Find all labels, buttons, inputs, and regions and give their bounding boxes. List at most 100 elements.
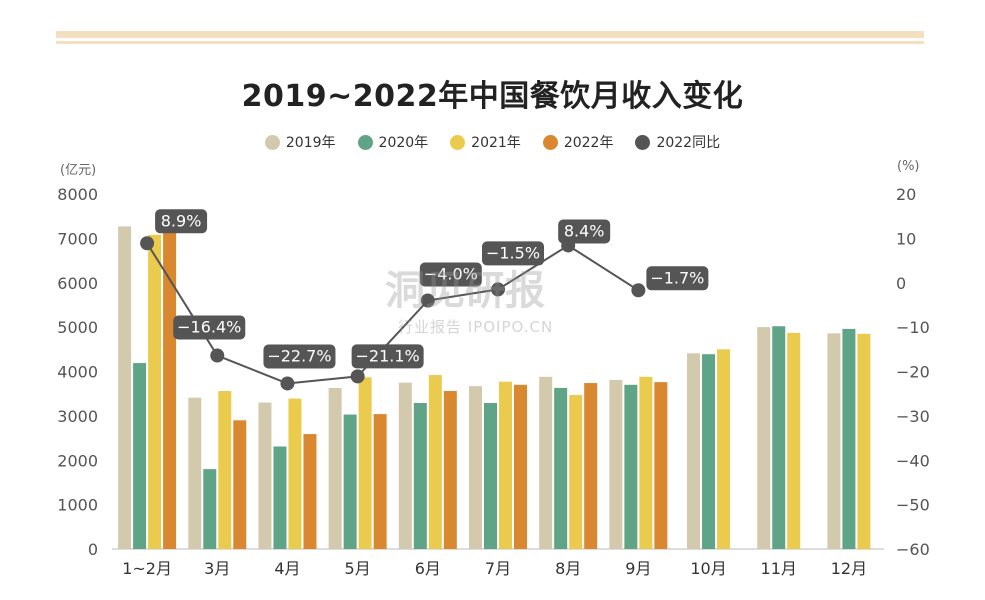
yoy-label-box <box>419 262 482 287</box>
bar-2022 <box>373 414 387 549</box>
bar-2019 <box>687 353 701 549</box>
left-axis-unit: (亿元) <box>60 163 97 178</box>
yoy-point <box>420 293 435 308</box>
bar-2021 <box>639 376 653 549</box>
bar-2021 <box>717 349 731 549</box>
yoy-data-label: −1.7% <box>650 268 704 287</box>
bar-2019 <box>258 402 272 549</box>
y-right-tick-label: 10 <box>896 229 916 248</box>
x-tick-label: 1~2月 <box>122 559 172 578</box>
bar-2020 <box>702 354 716 549</box>
x-tick-label: 7月 <box>485 559 511 578</box>
legend-label-2021: 2021年 <box>471 135 521 151</box>
bar-2021 <box>148 234 162 549</box>
legend-label-2022: 2022年 <box>563 135 614 151</box>
x-tick-label: 11月 <box>761 559 797 578</box>
yoy-point <box>631 283 646 298</box>
decor-band-top <box>56 31 924 38</box>
bar-2022 <box>443 391 457 549</box>
yoy-data-label: −4.0% <box>424 265 478 284</box>
y-right-tick-label: −30 <box>896 407 930 426</box>
x-tick-label: 12月 <box>831 559 867 578</box>
y-left-tick-label: 8000 <box>57 185 98 204</box>
x-tick-label: 3月 <box>204 559 230 578</box>
yoy-point <box>140 236 155 251</box>
legend-swatch-2021 <box>450 134 466 150</box>
y-right-tick-label: −60 <box>896 540 930 559</box>
bar-2020 <box>842 328 856 549</box>
bar-2020 <box>772 326 786 549</box>
bar-2020 <box>203 469 217 549</box>
x-tick-label: 5月 <box>345 559 371 578</box>
bar-2022 <box>654 382 668 549</box>
yoy-label-box <box>482 241 544 266</box>
x-tick-label: 8月 <box>555 559 581 578</box>
bar-2019 <box>328 387 342 549</box>
y-left-tick-label: 7000 <box>57 229 98 248</box>
bar-2020 <box>343 414 357 549</box>
bar-2019 <box>118 226 132 550</box>
bar-2021 <box>288 398 302 549</box>
yoy-point <box>210 348 225 363</box>
y-left-tick-label: 4000 <box>57 363 98 382</box>
yoy-label-box <box>646 266 709 291</box>
y-left-tick-label: 3000 <box>57 407 98 426</box>
bar-2021 <box>569 395 583 549</box>
legend-swatch-2022 <box>542 134 558 150</box>
legend-item-yoy: 2022同比 <box>635 132 720 152</box>
bar-2020 <box>624 384 638 549</box>
bar-2020 <box>133 363 147 549</box>
y-left-tick-label: 0 <box>88 540 98 559</box>
yoy-point <box>491 282 505 297</box>
y-right-tick-label: −50 <box>896 496 930 515</box>
bar-2021 <box>428 375 442 549</box>
bar-2019 <box>609 379 623 549</box>
x-tick-label: 9月 <box>625 559 651 578</box>
yoy-line <box>146 242 639 385</box>
bar-2019 <box>827 333 841 549</box>
yoy-data-label: −16.4% <box>177 318 241 337</box>
y-right-tick-label: −10 <box>896 318 930 337</box>
right-axis-unit: (%) <box>897 159 920 174</box>
y-right-tick-label: −40 <box>896 451 930 470</box>
y-left-tick-label: 6000 <box>57 274 98 293</box>
bar-2019 <box>539 376 553 549</box>
bar-2020 <box>273 446 287 549</box>
y-right-tick-label: 20 <box>896 185 916 204</box>
yoy-point <box>350 369 365 384</box>
yoy-data-label: −21.1% <box>356 346 420 365</box>
yoy-label-box <box>351 344 424 369</box>
y-right-tick-label: −20 <box>896 363 930 382</box>
x-tick-label: 4月 <box>274 559 300 578</box>
legend-item-2021: 2021年 <box>450 132 521 152</box>
x-tick-label: 10月 <box>690 559 726 578</box>
legend-label-2020: 2020年 <box>378 135 429 151</box>
bar-2019 <box>757 327 771 549</box>
yoy-data-label: −22.7% <box>267 346 331 365</box>
legend-swatch-2019 <box>264 134 280 150</box>
bar-2020 <box>554 387 568 549</box>
y-right-tick-label: 0 <box>896 274 906 293</box>
yoy-data-label: 8.4% <box>564 221 605 240</box>
bar-2021 <box>218 391 232 549</box>
yoy-label-box <box>263 344 336 369</box>
legend-item-2022: 2022年 <box>542 132 614 152</box>
yoy-point <box>280 376 295 391</box>
bar-2022 <box>514 384 527 549</box>
yoy-label-box <box>558 219 611 244</box>
bar-2022 <box>584 383 598 549</box>
bar-2019 <box>398 382 412 549</box>
bar-2022 <box>163 212 177 549</box>
bar-2022 <box>303 434 317 549</box>
decor-band-bottom <box>56 41 924 44</box>
yoy-data-label: −1.5% <box>486 243 540 262</box>
bar-2020 <box>484 403 497 549</box>
bar-2020 <box>413 403 427 549</box>
legend-item-2020: 2020年 <box>357 132 429 152</box>
chart-title: 2019~2022年中国餐饮月收入变化 <box>241 79 744 114</box>
yoy-label-box <box>173 315 246 340</box>
bar-2021 <box>499 381 512 549</box>
bar-2019 <box>469 386 482 549</box>
legend-label-2019: 2019年 <box>285 135 336 151</box>
